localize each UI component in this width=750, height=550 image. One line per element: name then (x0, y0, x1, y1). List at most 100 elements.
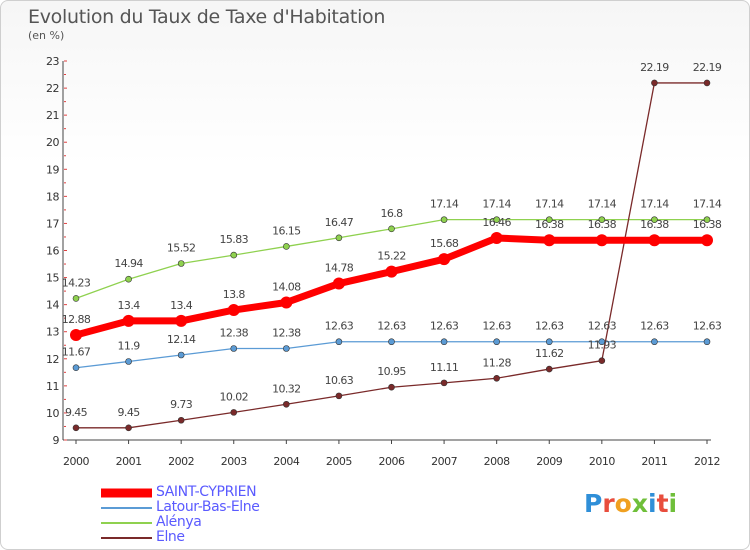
y-tick-label: 19 (46, 163, 59, 176)
y-tick-label: 22 (46, 82, 59, 95)
x-tick-label: 2002 (168, 455, 194, 468)
data-label-alenya: 17.14 (430, 198, 459, 211)
point-saint-cyprien (175, 314, 188, 327)
data-label-saint-cyprien: 13.4 (170, 299, 193, 312)
point-saint-cyprien (595, 234, 608, 247)
point-alenya (440, 216, 448, 223)
point-alenya (493, 216, 500, 223)
legend-item-alenya: Alénya (101, 514, 401, 530)
data-label-latour-bas-elne: 12.63 (588, 320, 617, 333)
data-label-elne: 10.32 (272, 382, 301, 395)
legend-swatch-saint-cyprien (101, 488, 152, 497)
data-label-alenya: 16.47 (325, 216, 354, 229)
point-latour-bas-elne (440, 338, 448, 346)
point-latour-bas-elne (125, 358, 132, 365)
x-tick-label: 2006 (379, 455, 405, 468)
y-tick-label: 9 (53, 434, 60, 447)
point-saint-cyprien (280, 296, 293, 309)
x-tick-label: 2010 (589, 455, 615, 468)
data-label-layer: 12.88 13.4 13.4 13.8 14.08 14.78 15.22 15.68 16.… (62, 61, 723, 419)
data-label-alenya: 14.23 (62, 276, 91, 289)
point-saint-cyprien (70, 328, 82, 341)
x-tick-label: 2008 (484, 455, 510, 468)
data-label-saint-cyprien: 16.38 (535, 218, 564, 231)
point-latour-bas-elne (283, 345, 290, 352)
point-saint-cyprien (438, 253, 451, 266)
point-elne (125, 424, 132, 432)
point-saint-cyprien (227, 304, 240, 317)
legend: SAINT-CYPRIEN Latour-Bas-Elne Alénya Eln… (101, 484, 401, 545)
point-elne (703, 79, 711, 87)
point-elne (72, 424, 80, 432)
point-latour-bas-elne (72, 364, 80, 372)
point-latour-bas-elne (388, 338, 395, 346)
point-latour-bas-elne (493, 338, 500, 346)
data-label-elne: 11.93 (588, 339, 617, 352)
x-tick-label: 2012 (694, 455, 720, 468)
point-alenya (283, 243, 290, 250)
point-alenya (651, 216, 658, 223)
y-tick-label: 21 (46, 109, 59, 122)
data-label-alenya: 14.94 (114, 257, 143, 270)
point-saint-cyprien (648, 234, 661, 247)
data-label-alenya: 17.14 (535, 198, 564, 211)
chart-title: Evolution du Taux de Taxe d'Habitation (28, 6, 386, 28)
data-label-elne: 22.19 (640, 61, 669, 74)
data-label-latour-bas-elne: 12.63 (482, 320, 511, 333)
proxiti-logo: Proxiti (584, 489, 677, 518)
data-label-alenya: 17.14 (482, 198, 511, 211)
data-label-saint-cyprien: 16.38 (588, 218, 617, 231)
data-label-elne: 9.45 (118, 406, 141, 419)
legend-swatch-latour-bas-elne (101, 506, 152, 509)
data-label-elne: 10.95 (377, 365, 406, 378)
point-alenya (703, 216, 711, 223)
point-alenya (335, 234, 343, 242)
point-elne (335, 392, 343, 400)
data-label-saint-cyprien: 13.4 (118, 299, 141, 312)
data-label-saint-cyprien: 16.38 (693, 218, 722, 231)
data-label-latour-bas-elne: 12.63 (640, 320, 669, 333)
point-alenya (230, 251, 238, 259)
data-label-alenya: 15.83 (220, 233, 249, 246)
data-label-alenya: 17.14 (588, 198, 617, 211)
point-alenya (177, 260, 185, 267)
y-tick-label: 10 (46, 407, 59, 420)
x-tick-label: 2001 (116, 455, 142, 468)
legend-item-elne: Elne (101, 529, 401, 545)
point-latour-bas-elne (651, 338, 658, 346)
point-elne (493, 374, 500, 382)
data-label-alenya: 16.15 (272, 224, 301, 237)
data-label-elne: 22.19 (693, 61, 722, 74)
x-tick-label: 2009 (536, 455, 562, 468)
legend-label-saint-cyprien: SAINT-CYPRIEN (156, 484, 257, 500)
point-elne (388, 383, 395, 391)
data-label-saint-cyprien: 16.38 (640, 218, 669, 231)
data-label-elne: 11.11 (430, 361, 459, 374)
legend-item-saint-cyprien: SAINT-CYPRIEN (101, 484, 401, 500)
point-elne (545, 365, 553, 373)
point-alenya (72, 295, 80, 302)
data-label-latour-bas-elne: 12.63 (535, 320, 564, 333)
y-tick-label: 18 (46, 190, 59, 203)
point-alenya (545, 216, 553, 223)
data-label-elne: 9.45 (65, 406, 88, 419)
logo-letter: i (648, 489, 657, 518)
data-label-saint-cyprien: 15.68 (430, 237, 459, 250)
y-tick-label: 12 (46, 353, 59, 366)
point-elne (598, 357, 606, 364)
data-label-latour-bas-elne: 12.63 (430, 320, 459, 333)
data-label-latour-bas-elne: 12.63 (325, 320, 354, 333)
data-label-latour-bas-elne: 12.38 (272, 326, 301, 339)
data-label-saint-cyprien: 16.46 (482, 216, 511, 229)
legend-label-elne: Elne (156, 529, 185, 545)
data-label-elne: 11.62 (535, 347, 564, 360)
point-alenya (388, 225, 395, 233)
legend-label-alenya: Alénya (156, 514, 202, 530)
logo-letter: x (631, 489, 648, 518)
series-layer (70, 79, 713, 432)
y-tick-label: 14 (46, 299, 59, 312)
x-tick-label: 2000 (63, 455, 89, 468)
data-label-saint-cyprien: 14.78 (325, 262, 354, 275)
point-saint-cyprien (701, 234, 713, 247)
point-saint-cyprien (385, 265, 398, 278)
